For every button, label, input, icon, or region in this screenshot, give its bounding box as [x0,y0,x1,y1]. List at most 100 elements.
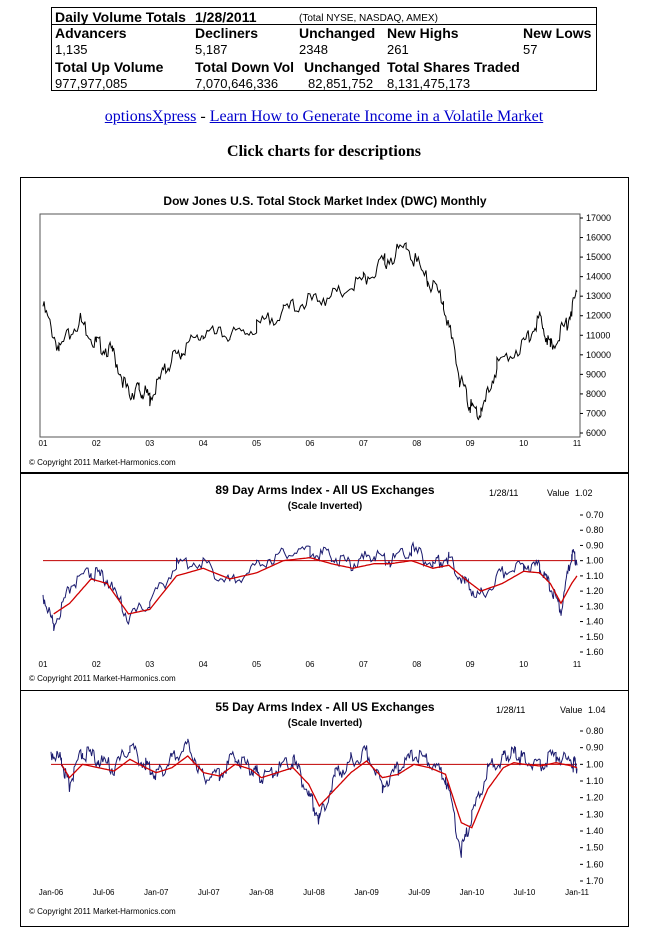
y-tick-label: 0.80 [586,726,604,736]
chart-title: 89 Day Arms Index - All US Exchanges [215,483,435,497]
x-tick-label: 06 [306,660,315,669]
copyright-text: © Copyright 2011 Market-Harmonics.com [29,907,176,916]
value-label: Value [547,488,569,498]
new-highs-label: New Highs [387,25,459,41]
chart-subtitle: (Scale Inverted) [288,501,362,512]
chart-subtitle: (Scale Inverted) [288,718,362,729]
y-tick-label: 0.90 [586,743,604,753]
click-charts-title: Click charts for descriptions [227,143,421,160]
value-readout: 1.02 [575,488,593,498]
decliners-label: Decliners [195,25,259,41]
x-tick-label: 10 [519,439,528,448]
x-tick-label: Jan-07 [144,888,169,897]
arms55-chart[interactable]: 55 Day Arms Index - All US Exchanges (Sca… [21,691,628,926]
x-tick-label: Jan-06 [39,888,64,897]
y-tick-label: 1.00 [586,759,604,769]
total-down-vol-label: Total Down Vol [195,59,295,75]
y-tick-label: 13000 [586,291,611,301]
x-tick-label: 05 [252,439,261,448]
advancers-value: 1,135 [55,42,88,57]
x-tick-label: Jul-07 [198,888,220,897]
y-tick-label: 0.70 [586,510,604,520]
y-tick-label: 1.60 [586,859,604,869]
y-tick-label: 10000 [586,350,611,360]
copyright-text: © Copyright 2011 Market-Harmonics.com [29,674,176,683]
y-tick-label: 1.70 [586,876,604,886]
x-tick-label: Jan-08 [249,888,274,897]
x-tick-label: Jan-09 [354,888,379,897]
x-tick-label: 11 [573,439,582,448]
y-tick-label: 17000 [586,213,611,223]
new-lows-value: 57 [523,42,538,57]
unchanged-label: Unchanged [299,25,376,41]
stats-note: (Total NYSE, NASDAQ, AMEX) [299,13,438,24]
total-up-volume-value: 977,977,085 [55,76,128,91]
y-tick-label: 16000 [586,233,611,243]
y-tick-label: 1.00 [586,556,604,566]
total-up-volume-label: Total Up Volume [55,59,164,75]
new-lows-label: New Lows [523,25,592,41]
x-tick-label: 07 [359,439,368,448]
unchanged-volume-label: Unchanged [304,59,381,75]
x-tick-label: 07 [359,660,368,669]
x-tick-label: Jul-08 [303,888,325,897]
moving-average-line [53,556,578,615]
dwc-chart-panel[interactable]: Dow Jones U.S. Total Stock Market Index … [20,177,629,473]
x-tick-label: 05 [252,660,261,669]
y-tick-label: 7000 [586,408,606,418]
x-tick-label: Jul-06 [93,888,115,897]
value-label: Value [560,705,582,715]
y-tick-label: 15000 [586,252,611,262]
x-tick-label: 03 [145,660,154,669]
index-series-line [42,541,578,631]
optionsxpress-link[interactable]: optionsXpress [104,108,197,125]
promo-row: optionsXpress - Learn How to Generate In… [0,108,648,126]
arms55-chart-panel[interactable]: 55 Day Arms Index - All US Exchanges (Sca… [20,690,629,927]
y-tick-label: 0.90 [586,540,604,550]
y-tick-label: 1.20 [586,586,604,596]
y-tick-label: 8000 [586,389,606,399]
index-series-line [50,738,578,858]
total-shares-value: 8,131,475,173 [387,76,471,91]
promo-separator: - [196,108,210,125]
y-tick-label: 1.40 [586,826,604,836]
y-tick-label: 1.50 [586,632,604,642]
y-tick-label: 1.60 [586,647,604,657]
chart-date: 1/28/11 [489,488,518,498]
decliners-value: 5,187 [195,42,228,57]
moving-average-line [60,755,578,829]
x-tick-label: 10 [519,660,528,669]
unchanged-value: 2348 [299,42,328,57]
arms89-chart[interactable]: 89 Day Arms Index - All US Exchanges (Sca… [21,474,628,690]
total-down-vol-value: 7,070,646,336 [195,76,279,91]
y-tick-label: 1.30 [586,601,604,611]
income-article-link[interactable]: Learn How to Generate Income in a Volati… [209,108,544,125]
x-tick-label: Jul-09 [408,888,430,897]
x-tick-label: Jan-10 [460,888,485,897]
x-tick-label: 01 [39,439,48,448]
y-tick-label: 12000 [586,311,611,321]
arms89-chart-panel[interactable]: 89 Day Arms Index - All US Exchanges (Sca… [20,473,629,691]
chart-title: Dow Jones U.S. Total Stock Market Index … [163,194,486,208]
x-tick-label: 09 [466,439,475,448]
dwc-chart[interactable]: Dow Jones U.S. Total Stock Market Index … [21,178,628,472]
y-tick-label: 1.50 [586,843,604,853]
x-tick-label: 06 [306,439,315,448]
y-tick-label: 1.40 [586,617,604,627]
copyright-text: © Copyright 2011 Market-Harmonics.com [29,458,176,467]
x-tick-label: 03 [145,439,154,448]
x-tick-label: 02 [92,439,101,448]
x-tick-label: 04 [199,439,208,448]
new-highs-value: 261 [387,42,409,57]
y-tick-label: 1.10 [586,571,604,581]
unchanged-volume-value: 82,851,752 [308,76,374,91]
value-readout: 1.04 [588,705,606,715]
advancers-label: Advancers [55,25,127,41]
total-shares-label: Total Shares Traded [387,59,520,75]
chart-title: 55 Day Arms Index - All US Exchanges [215,700,435,714]
y-tick-label: 11000 [586,330,610,340]
y-tick-label: 0.80 [586,525,604,535]
index-series-line [42,242,578,421]
x-tick-label: 09 [466,660,475,669]
y-tick-label: 14000 [586,272,611,282]
